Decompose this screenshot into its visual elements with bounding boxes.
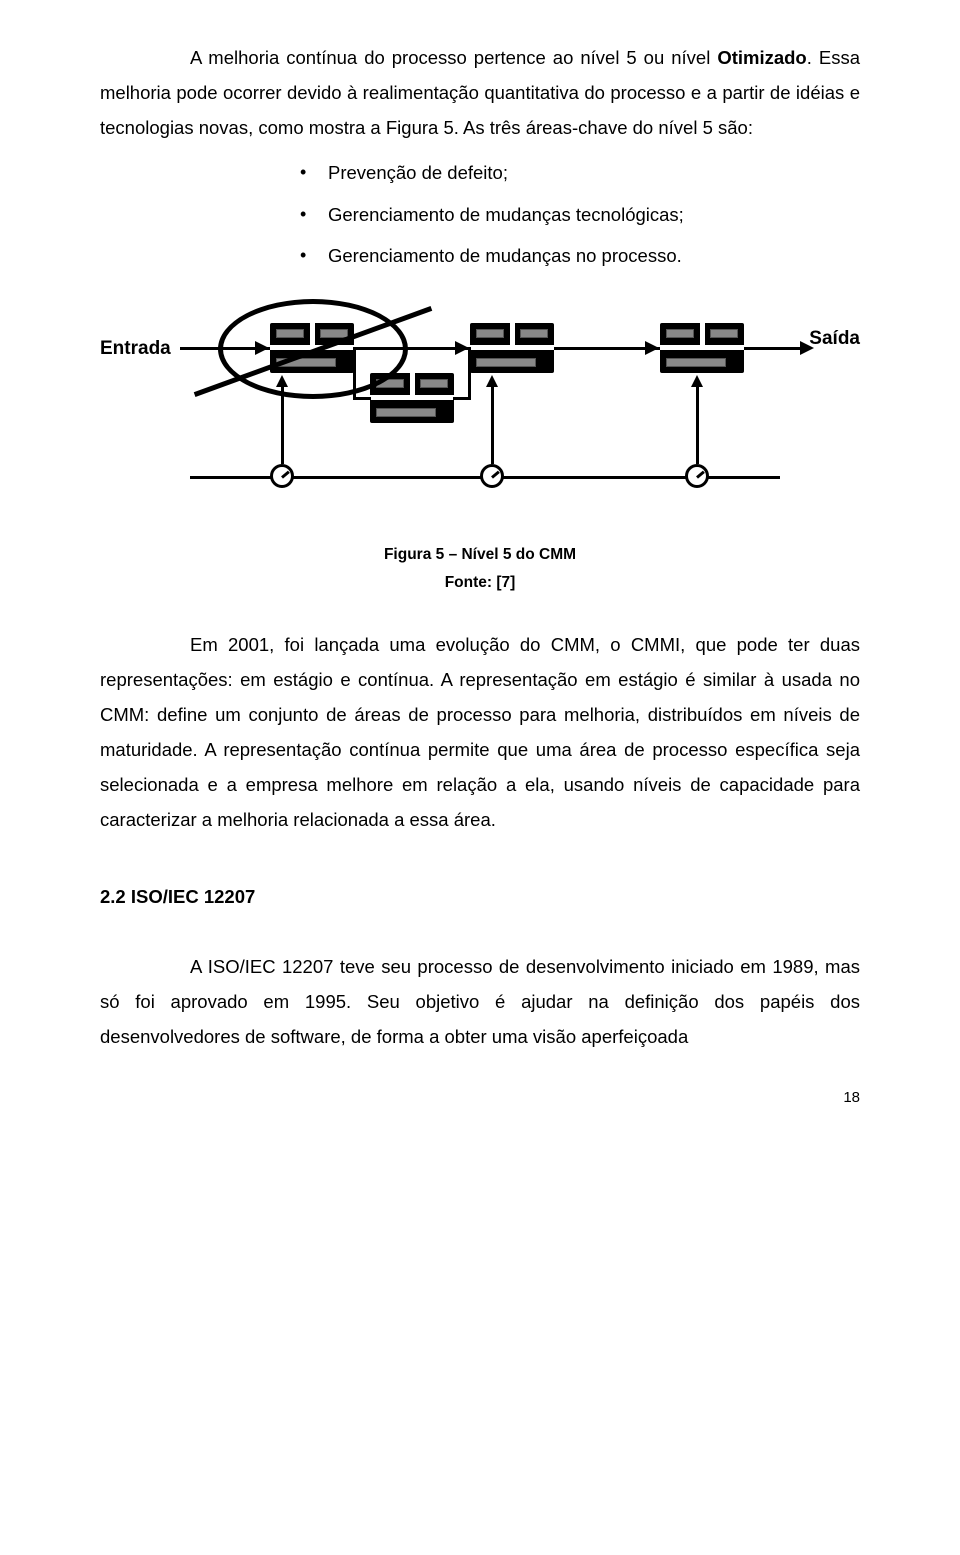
box-gap <box>660 345 744 350</box>
diagram-canvas: Entrada Saída <box>100 301 860 511</box>
paragraph-iso: A ISO/IEC 12207 teve seu processo de des… <box>100 949 860 1054</box>
box-slot <box>476 329 504 338</box>
caption-title: Figura 5 – Nível 5 do CMM <box>100 541 860 569</box>
arrow-up-icon <box>486 375 498 387</box>
arrow-up-icon <box>691 375 703 387</box>
box-slot <box>420 379 448 388</box>
list-item: Prevenção de defeito; <box>300 155 860 190</box>
section-heading: 2.2 ISO/IEC 12207 <box>100 879 860 914</box>
figure-caption: Figura 5 – Nível 5 do CMM Fonte: [7] <box>100 541 860 597</box>
page-number: 18 <box>100 1084 860 1113</box>
box-gap <box>470 345 554 350</box>
label-entrada: Entrada <box>100 331 171 367</box>
arrow-icon <box>645 341 659 355</box>
up-arrow-line <box>696 386 699 464</box>
box-slot <box>520 329 548 338</box>
box-gap <box>700 323 705 345</box>
caption-source: Fonte: [7] <box>100 569 860 597</box>
box-gap <box>370 395 454 400</box>
forbidden-icon <box>218 299 408 399</box>
intro-text-prefix: A melhoria contínua do processo pertence… <box>190 47 717 68</box>
box-slot <box>476 358 536 367</box>
figure-5: Entrada Saída <box>100 301 860 597</box>
bullet-list: Prevenção de defeito; Gerenciamento de m… <box>100 155 860 272</box>
gauge-icon <box>480 464 504 488</box>
arrow-icon <box>800 341 814 355</box>
paragraph-cmmi: Em 2001, foi lançada uma evolução do CMM… <box>100 627 860 838</box>
arrow-up-icon <box>276 375 288 387</box>
bullet-text: Prevenção de defeito; <box>328 162 508 183</box>
intro-paragraph: A melhoria contínua do processo pertence… <box>100 40 860 145</box>
box-slot <box>666 358 726 367</box>
connector-line <box>468 347 471 399</box>
bullet-text: Gerenciamento de mudanças no processo. <box>328 245 682 266</box>
box-gap <box>510 323 515 345</box>
bullet-text: Gerenciamento de mudanças tecnológicas; <box>328 204 684 225</box>
intro-bold-word: Otimizado <box>717 47 806 68</box>
arrow-icon <box>455 341 469 355</box>
box-slot <box>376 408 436 417</box>
gauge-icon <box>270 464 294 488</box>
process-box <box>470 323 554 373</box>
up-arrow-line <box>491 386 494 464</box>
label-saida: Saída <box>809 321 860 357</box>
up-arrow-line <box>281 386 284 464</box>
page-content: A melhoria contínua do processo pertence… <box>0 0 960 1153</box>
list-item: Gerenciamento de mudanças no processo. <box>300 238 860 273</box>
list-item: Gerenciamento de mudanças tecnológicas; <box>300 197 860 232</box>
box-slot <box>710 329 738 338</box>
box-gap <box>410 373 415 395</box>
process-box <box>660 323 744 373</box>
box-slot <box>666 329 694 338</box>
gauge-icon <box>685 464 709 488</box>
